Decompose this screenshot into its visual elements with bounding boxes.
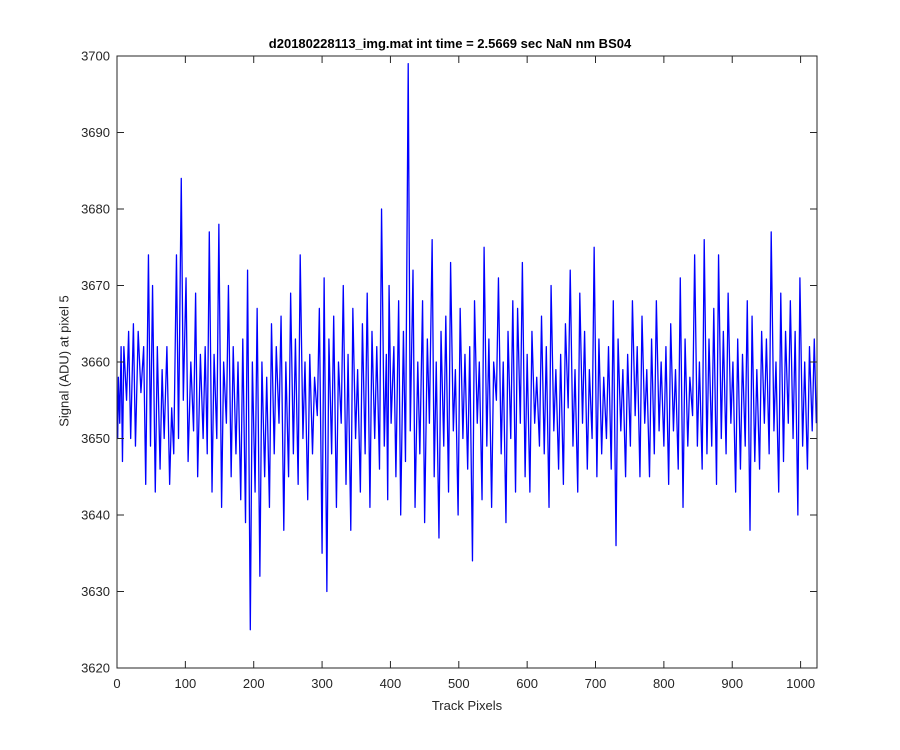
x-tick-label: 700 (585, 676, 607, 691)
x-tick-label: 0 (113, 676, 120, 691)
y-tick-label: 3630 (81, 584, 110, 599)
x-tick-label: 100 (175, 676, 197, 691)
y-tick-label: 3620 (81, 661, 110, 676)
y-tick-label: 3690 (81, 125, 110, 140)
x-axis-label: Track Pixels (431, 698, 503, 713)
axes-background (117, 56, 817, 668)
x-tick-label: 800 (653, 676, 675, 691)
x-tick-label: 500 (448, 676, 470, 691)
y-tick-label: 3640 (81, 508, 110, 523)
x-tick-label: 300 (311, 676, 333, 691)
x-tick-label: 900 (721, 676, 743, 691)
y-tick-label: 3680 (81, 202, 110, 217)
y-tick-label: 3650 (81, 431, 110, 446)
x-tick-label: 1000 (786, 676, 815, 691)
y-tick-label: 3670 (81, 278, 110, 293)
y-axis-label: Signal (ADU) at pixel 5 (56, 295, 72, 427)
plot-series (117, 63, 817, 631)
x-tick-label: 600 (516, 676, 538, 691)
axes-box (116, 55, 818, 669)
y-tick-label: 3660 (81, 355, 110, 370)
series-line-1 (117, 63, 817, 631)
x-tick-label: 400 (380, 676, 402, 691)
axis-ticks: 0 100 200 300 400 500 600 700 800 900 1000 3620 3630… (81, 49, 817, 691)
chart-title: d20180228113_img.mat int time = 2.5669 s… (268, 36, 632, 51)
x-tick-label: 200 (243, 676, 265, 691)
y-tick-label: 3700 (81, 49, 110, 64)
